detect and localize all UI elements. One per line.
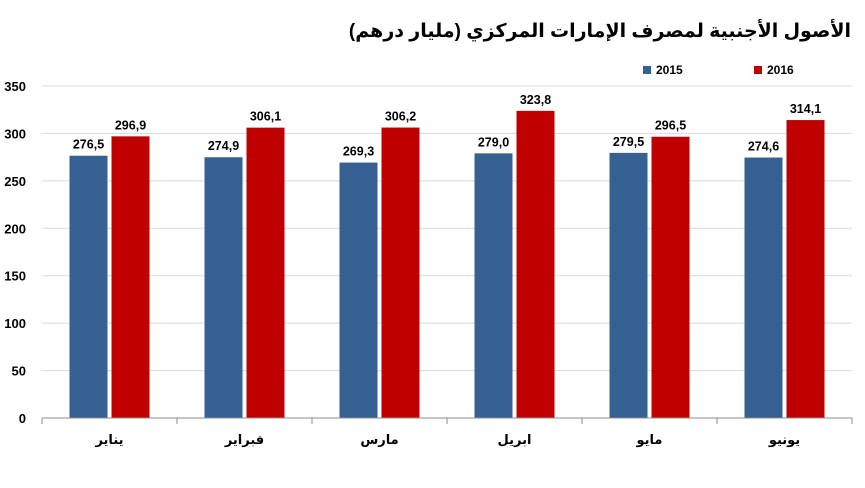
legend-label: 2015 bbox=[656, 63, 683, 77]
y-tick-label: 200 bbox=[4, 221, 26, 236]
data-label: 274,6 bbox=[748, 140, 779, 154]
bar-2015 bbox=[69, 155, 108, 418]
category-label: يناير bbox=[94, 432, 123, 447]
category-label: ابريل bbox=[498, 432, 532, 447]
data-label: 314,1 bbox=[790, 102, 821, 116]
data-label: 274,9 bbox=[208, 139, 239, 153]
bar-2016 bbox=[651, 136, 690, 418]
bars bbox=[69, 110, 825, 419]
data-label: 296,5 bbox=[655, 119, 686, 133]
chart-title: الأصول الأجنبية لمصرف الإمارات المركزي (… bbox=[348, 21, 851, 42]
bar-2016 bbox=[516, 110, 555, 418]
data-label: 306,1 bbox=[250, 110, 281, 124]
y-tick-label: 50 bbox=[12, 364, 26, 379]
y-axis: 0 50 100 150 200 250 300 350 bbox=[4, 79, 26, 426]
bar-2015 bbox=[339, 162, 378, 418]
y-tick-label: 150 bbox=[4, 269, 26, 284]
data-label: 276,5 bbox=[73, 138, 104, 152]
data-labels: 276,5 296,9 274,9 306,1 269,3 306,2 279,0 323,8… bbox=[73, 93, 821, 159]
y-tick-label: 0 bbox=[19, 411, 26, 426]
bar-2016 bbox=[381, 127, 420, 419]
data-label: 296,9 bbox=[115, 118, 146, 132]
bar-2015 bbox=[204, 157, 243, 418]
data-label: 269,3 bbox=[343, 145, 374, 159]
legend-label: 2016 bbox=[767, 63, 794, 77]
legend-swatch-2016 bbox=[754, 66, 762, 74]
legend-swatch-2015 bbox=[643, 66, 651, 74]
data-label: 279,0 bbox=[478, 135, 509, 149]
y-tick-label: 100 bbox=[4, 316, 26, 331]
category-label: يونيو bbox=[768, 432, 800, 447]
category-label: مارس bbox=[360, 432, 398, 447]
data-label: 279,5 bbox=[613, 135, 644, 149]
category-label: مايو bbox=[636, 432, 663, 447]
bar-2016 bbox=[246, 127, 285, 419]
bar-2016 bbox=[786, 120, 825, 418]
x-axis: يناير فبراير مارس ابريل مايو يونيو bbox=[41, 417, 853, 447]
data-label: 323,8 bbox=[520, 93, 551, 107]
y-tick-label: 350 bbox=[4, 79, 26, 94]
bar-2015 bbox=[474, 153, 513, 418]
bar-2015 bbox=[744, 157, 783, 419]
bar-2016 bbox=[111, 136, 150, 418]
gridlines bbox=[42, 85, 852, 372]
category-label: فبراير bbox=[224, 432, 264, 447]
y-tick-label: 300 bbox=[4, 126, 26, 141]
legend: 2015 2016 bbox=[643, 63, 794, 77]
bar-2015 bbox=[609, 152, 648, 419]
data-label: 306,2 bbox=[385, 110, 416, 124]
y-tick-label: 250 bbox=[4, 174, 26, 189]
